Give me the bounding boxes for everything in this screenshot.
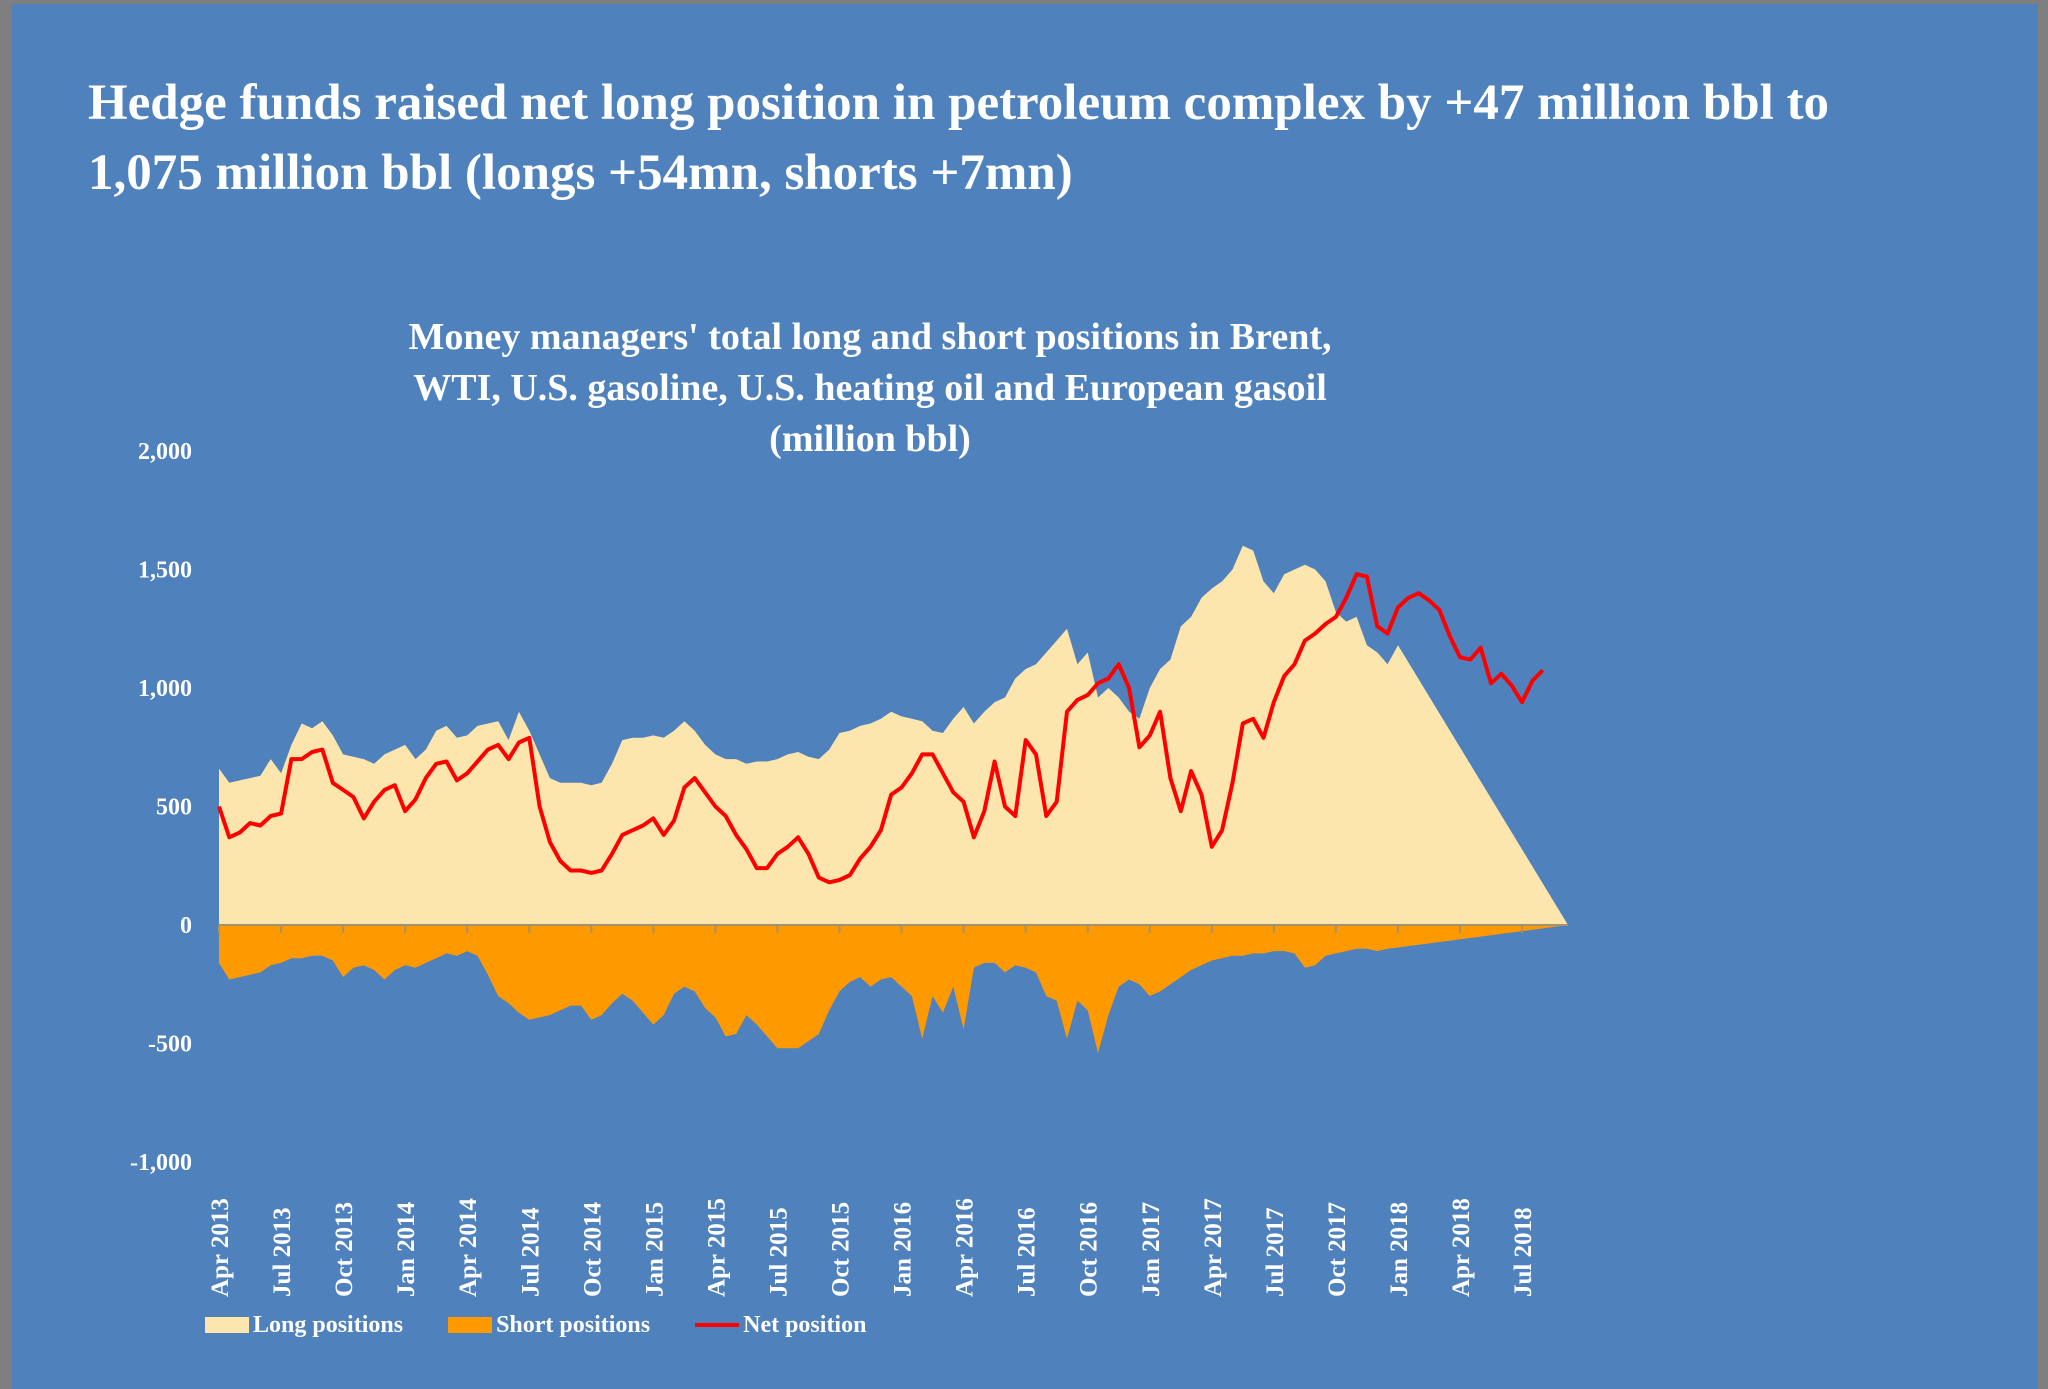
chart-title-line-3: (million bbl) (769, 418, 971, 460)
x-tick-label: Jul 2015 (765, 1207, 792, 1297)
y-tick-label: 1,000 (138, 676, 192, 702)
legend-swatch-short (448, 1317, 493, 1333)
x-tick-label: Oct 2013 (331, 1202, 358, 1297)
x-tick-label: Jan 2014 (393, 1201, 420, 1297)
x-tick-label: Apr 2015 (703, 1198, 730, 1297)
y-tick-label: 1,500 (138, 558, 192, 584)
y-tick-label: 2,000 (138, 439, 192, 465)
x-tick-label: Jul 2016 (1014, 1207, 1041, 1297)
legend-item-net: Net position (695, 1312, 866, 1339)
x-tick-label: Jan 2015 (641, 1202, 668, 1297)
series-long-positions-area (219, 545, 1568, 925)
x-tick-label: Oct 2015 (828, 1202, 855, 1297)
y-tick-label: -500 (148, 1032, 192, 1058)
legend-label-short: Short positions (496, 1311, 651, 1338)
chart-title-line-2: WTI, U.S. gasoline, U.S. heating oil and… (413, 367, 1327, 409)
x-tick-label: Oct 2017 (1324, 1202, 1351, 1297)
x-tick-label: Jul 2013 (269, 1207, 296, 1297)
plot-area (217, 545, 1568, 1053)
x-tick-label: Jan 2016 (890, 1202, 917, 1297)
legend-swatch-long (205, 1317, 249, 1333)
x-tick-label: Apr 2017 (1200, 1198, 1227, 1297)
y-tick-label: 0 (180, 913, 192, 939)
x-tick-label: Apr 2016 (952, 1198, 979, 1297)
x-axis-labels: Apr 2013 Jul 2013 Oct 2013 Jan 2014 Apr 2014… (207, 1198, 1537, 1297)
x-tick-label: Apr 2013 (207, 1198, 234, 1297)
x-tick-label: Apr 2018 (1448, 1198, 1475, 1297)
x-tick-label: Apr 2014 (455, 1198, 482, 1297)
y-tick-label: -1,000 (130, 1150, 192, 1176)
legend-item-short: Short positions (448, 1312, 650, 1339)
legend-item-long: Long positions (205, 1312, 403, 1339)
x-tick-label: Oct 2014 (579, 1201, 606, 1297)
legend-label-long: Long positions (253, 1311, 404, 1338)
x-tick-label: Jul 2017 (1262, 1207, 1289, 1297)
series-short-positions-area (219, 925, 1568, 1053)
x-tick-label: Jan 2018 (1386, 1202, 1413, 1297)
y-axis: 2,000 1,500 1,000 500 0 -500 -1,000 (130, 439, 192, 1176)
chart-title: Money managers' total long and short pos… (290, 312, 1450, 465)
legend-swatch-net (695, 1323, 740, 1327)
x-tick-label: Jul 2014 (517, 1207, 544, 1297)
legend: Long positions Short positions Net posit… (205, 1310, 911, 1340)
x-tick-label: Jan 2017 (1138, 1202, 1165, 1297)
chart-title-line-1: Money managers' total long and short pos… (408, 316, 1332, 358)
x-tick-label: Oct 2016 (1076, 1202, 1103, 1297)
legend-label-net: Net position (743, 1311, 867, 1338)
y-tick-label: 500 (156, 795, 192, 821)
x-tick-label: Jul 2018 (1510, 1207, 1537, 1297)
series-net-position-line (217, 572, 1545, 885)
x-axis (218, 924, 1568, 933)
headline: Hedge funds raised net long position in … (88, 75, 1830, 201)
